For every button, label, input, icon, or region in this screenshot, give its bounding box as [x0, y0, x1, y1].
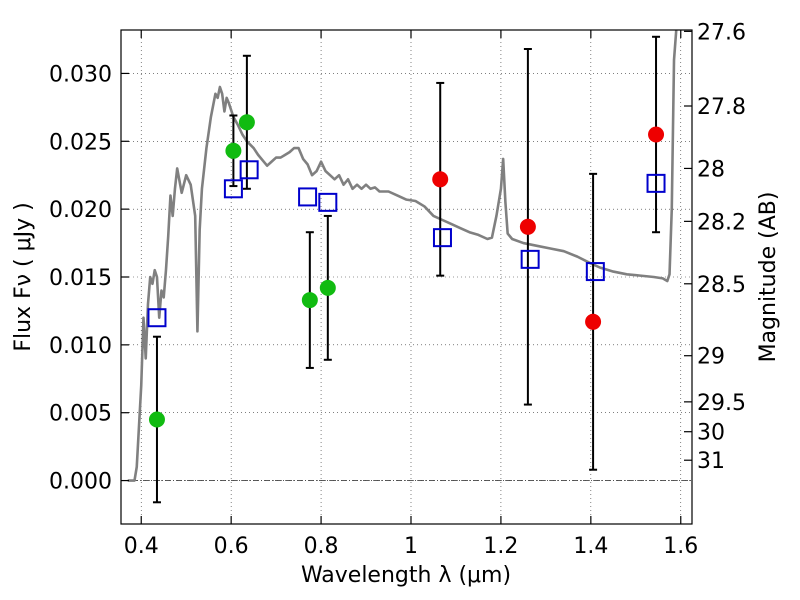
green-data-point — [225, 142, 242, 159]
sed-model-line — [127, 30, 678, 482]
red-points — [432, 126, 665, 330]
x-axis-title: Wavelength λ (μm) — [301, 563, 511, 588]
model-box-marker — [318, 192, 338, 212]
y-tick-label: 0.015 — [49, 266, 112, 291]
y2-tick-label: 31 — [697, 449, 725, 474]
y2-tick-label: 29.5 — [697, 391, 746, 416]
model-box-marker — [147, 308, 167, 328]
red-data-point — [519, 218, 536, 235]
y2-tick-label: 28.5 — [697, 273, 746, 298]
red-data-point — [648, 126, 665, 143]
tick-labels: 0.4 0.6 0.8 1 1.2 1.4 1.6 0.000 0.005 0.010 0.015 0… — [49, 20, 746, 559]
y-tick-label: 0.005 — [49, 402, 112, 427]
y2-tick-label: 28 — [697, 157, 725, 182]
red-data-point — [432, 171, 449, 188]
y2-axis-title: Magnitude (AB) — [756, 192, 781, 363]
model-box-marker — [239, 160, 259, 180]
x-tick-label: 0.4 — [124, 534, 159, 559]
green-data-point — [148, 411, 165, 428]
green-data-point — [301, 292, 318, 309]
model-box-marker — [298, 187, 318, 207]
green-data-point — [238, 114, 255, 131]
y-tick-label: 0.030 — [49, 62, 112, 87]
x-tick-label: 1.2 — [483, 534, 518, 559]
y-axis-title: Flux Fν ( μJy ) — [11, 202, 36, 351]
red-data-point — [585, 313, 602, 330]
x-tick-label: 0.6 — [214, 534, 249, 559]
y2-tick-label: 28.2 — [697, 210, 746, 235]
green-points — [148, 114, 336, 428]
sed-line-path — [127, 30, 678, 482]
model-box-marker — [223, 179, 243, 199]
y-tick-label: 0.000 — [49, 470, 112, 495]
axis-ticks — [121, 30, 692, 524]
y-tick-label: 0.020 — [49, 198, 112, 223]
x-tick-label: 1 — [404, 534, 418, 559]
model-box-marker — [585, 262, 605, 282]
model-box-marker — [432, 228, 452, 248]
y2-tick-label: 30 — [697, 421, 725, 446]
model-box-marker — [646, 173, 666, 193]
y2-tick-label: 29 — [697, 345, 725, 370]
y-tick-label: 0.010 — [49, 334, 112, 359]
y-tick-label: 0.025 — [49, 130, 112, 155]
y2-tick-label: 27.6 — [697, 20, 746, 45]
x-tick-label: 0.8 — [304, 534, 339, 559]
model-box-marker — [520, 249, 540, 269]
x-tick-label: 1.4 — [573, 534, 608, 559]
y2-tick-label: 27.8 — [697, 95, 746, 120]
x-tick-label: 1.6 — [663, 534, 698, 559]
model-boxes — [147, 160, 666, 328]
green-data-point — [319, 279, 336, 296]
